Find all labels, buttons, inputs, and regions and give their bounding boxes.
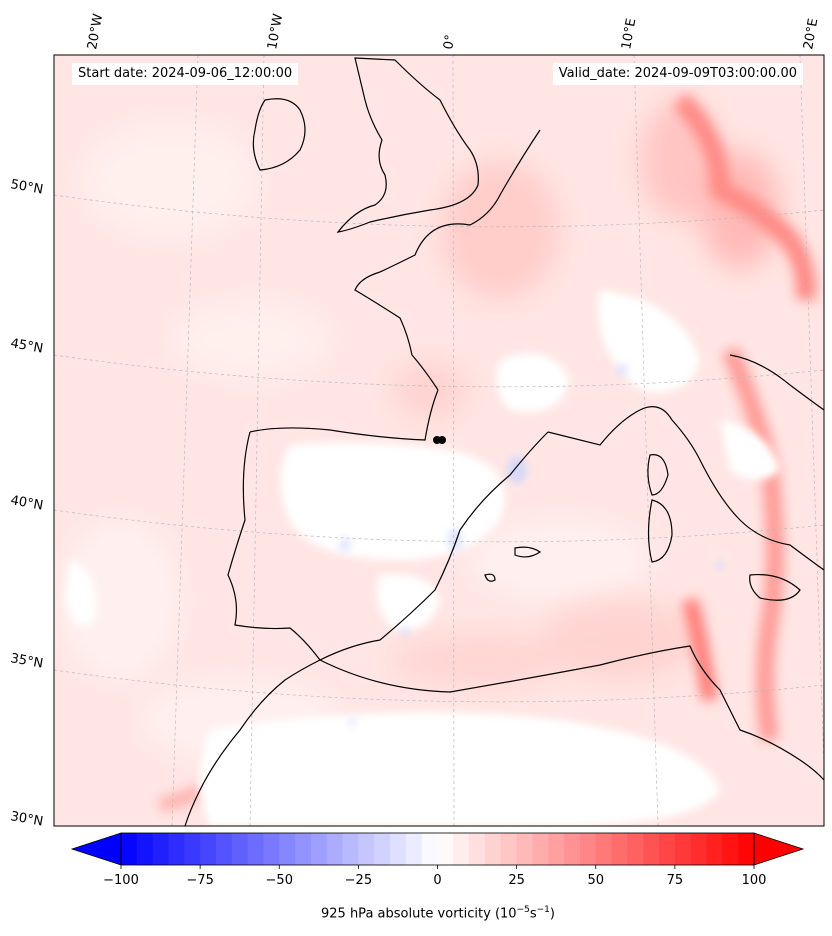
map-frame xyxy=(53,54,825,827)
colorbar-segment xyxy=(152,833,169,865)
colorbar-segment xyxy=(279,833,296,865)
colorbar-segment xyxy=(405,833,423,865)
lat-label-45n: 45°N xyxy=(9,336,44,356)
lon-label-20e: 20°E xyxy=(801,17,821,50)
colorbar-segment xyxy=(437,833,454,865)
colorbar-segment xyxy=(738,833,755,865)
colorbar-segment xyxy=(215,833,233,865)
colorbar-segment xyxy=(200,833,217,865)
colorbar-segment xyxy=(326,833,344,865)
colorbar-segment xyxy=(516,833,533,865)
colorbar-extend-low xyxy=(70,832,122,866)
colorbar-segment xyxy=(564,833,581,865)
colorbar-segment xyxy=(263,833,280,865)
colorbar-tick-label: 0 xyxy=(433,873,441,888)
colorbar-label-unit: s xyxy=(529,906,537,922)
colorbar-segment xyxy=(184,833,201,865)
longitude-labels: 20°W 10°W 0° 10°E 20°E xyxy=(85,13,821,51)
colorbar-segment xyxy=(659,833,676,865)
colorbar-segment xyxy=(231,833,249,865)
colorbar-tick-label: −100 xyxy=(103,873,139,888)
colorbar-segment xyxy=(500,833,518,865)
colorbar-segment xyxy=(706,833,723,865)
colorbar-segments xyxy=(121,833,755,865)
colorbar-tick-label: 100 xyxy=(742,873,767,888)
colorbar-segment xyxy=(453,833,470,865)
colorbar-segment xyxy=(579,833,597,865)
lon-label-20w: 20°W xyxy=(85,13,106,51)
lat-label-30n: 30°N xyxy=(9,809,44,829)
location-marker xyxy=(433,436,446,444)
colorbar-label-exp1: −5 xyxy=(516,905,530,915)
lon-label-0: 0° xyxy=(441,34,458,51)
colorbar-segment xyxy=(295,833,312,865)
colorbar-tick-label: −25 xyxy=(345,873,372,888)
colorbar-tick-label: 25 xyxy=(508,873,525,888)
colorbar-label-close: ) xyxy=(549,906,555,922)
colorbar-segment xyxy=(532,833,549,865)
colorbar: −100 −75 −50 −25 0 25 50 75 100 xyxy=(70,832,805,888)
lon-label-10w: 10°W xyxy=(265,13,286,51)
colorbar-segment xyxy=(484,833,502,865)
colorbar-segment xyxy=(627,833,644,865)
colorbar-tick-label: 75 xyxy=(667,873,684,888)
colorbar-label: 925 hPa absolute vorticity (10−5s−1) xyxy=(0,905,832,921)
lat-label-50n: 50°N xyxy=(9,177,44,197)
colorbar-segment xyxy=(374,833,391,865)
colorbar-label-text: 925 hPa absolute vorticity (10 xyxy=(321,906,517,922)
lat-label-40n: 40°N xyxy=(9,493,44,513)
colorbar-ticks: −100 −75 −50 −25 0 25 50 75 100 xyxy=(103,865,766,888)
colorbar-segment xyxy=(722,833,739,865)
lat-label-35n: 35°N xyxy=(9,651,44,671)
colorbar-segment xyxy=(390,833,407,865)
lon-label-10e: 10°E xyxy=(619,17,639,50)
coastlines xyxy=(184,57,824,826)
colorbar-segment xyxy=(548,833,565,865)
colorbar-segment xyxy=(690,833,708,865)
colorbar-segment xyxy=(247,833,264,865)
colorbar-segment xyxy=(643,833,660,865)
colorbar-segment xyxy=(342,833,359,865)
colorbar-tick-label: −50 xyxy=(266,873,293,888)
colorbar-label-exp2: −1 xyxy=(536,905,550,915)
colorbar-segment xyxy=(674,833,692,865)
valid-date-label: Valid_date: 2024-09-09T03:00:00.00 xyxy=(552,63,803,85)
colorbar-segment xyxy=(469,833,486,865)
start-date-label: Start date: 2024-09-06_12:00:00 xyxy=(72,63,299,85)
latitude-labels: 50°N 45°N 40°N 35°N 30°N xyxy=(9,177,44,829)
colorbar-segment xyxy=(421,833,438,865)
colorbar-segment xyxy=(121,833,138,865)
colorbar-segment xyxy=(358,833,375,865)
graticule xyxy=(54,55,824,826)
colorbar-tick-label: 50 xyxy=(587,873,604,888)
vorticity-field xyxy=(54,55,824,826)
colorbar-extend-high xyxy=(753,832,805,866)
colorbar-tick-label: −75 xyxy=(186,873,213,888)
colorbar-segment xyxy=(310,833,328,865)
colorbar-segment xyxy=(611,833,628,865)
colorbar-segment xyxy=(136,833,154,865)
colorbar-segment xyxy=(168,833,185,865)
colorbar-segment xyxy=(595,833,613,865)
